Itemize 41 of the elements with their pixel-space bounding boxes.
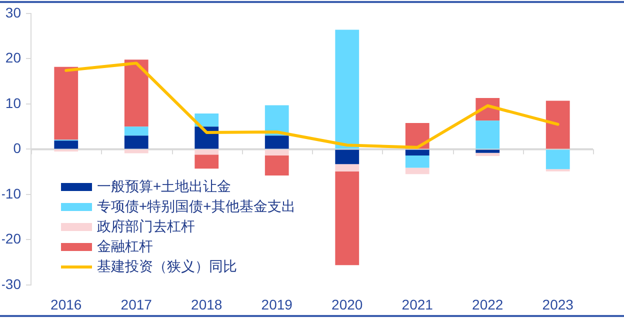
bar [476,120,500,149]
bar [546,150,570,170]
legend-label: 政府部门去杠杆 [97,218,195,234]
bar [124,136,148,149]
bar [546,100,570,149]
x-tick-label: 2023 [542,296,574,312]
bar [124,126,148,136]
x-tick-label: 2022 [472,296,504,312]
bar [405,168,430,174]
bar [405,150,430,156]
x-tick-label: 2020 [332,296,363,312]
y-tick-label: 10 [5,94,22,111]
bar [335,171,360,266]
x-tick-label: 2016 [50,296,82,312]
bar [335,150,360,164]
legend-label: 专项债+特别国债+其他基金支出 [97,198,296,214]
x-tick-label: 2017 [120,296,152,312]
bar [264,156,289,176]
y-tick-label: 30 [5,4,22,20]
legend-label: 金融杠杆 [97,238,153,254]
bar [124,150,148,154]
bar [335,30,360,149]
bar [335,164,360,172]
x-tick-label: 2021 [402,296,434,312]
bar [476,152,500,156]
bar [194,113,219,127]
bar [194,150,219,155]
y-tick-label: 20 [5,50,22,66]
bar [405,156,430,168]
bar [124,60,148,127]
bar [264,136,289,149]
bar [476,150,500,153]
x-tick-label: 2018 [191,296,222,312]
bar [54,66,78,140]
y-tick-label: 0 [13,140,22,156]
x-tick-label: 2019 [261,296,293,312]
legend-label: 一般预算+土地出让金 [97,178,232,194]
bar [194,154,219,169]
bar [264,150,289,156]
bar [54,140,78,149]
legend-label: 基建投资（狭义）同比 [97,258,237,274]
